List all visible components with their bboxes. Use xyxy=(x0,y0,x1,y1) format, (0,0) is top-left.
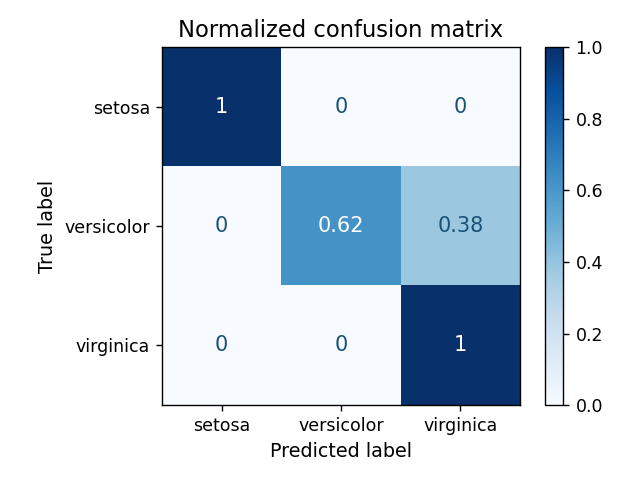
Text: 0: 0 xyxy=(215,216,228,236)
Text: 0: 0 xyxy=(335,336,348,356)
Text: 1: 1 xyxy=(454,336,467,356)
Y-axis label: True label: True label xyxy=(38,180,58,273)
Text: 0: 0 xyxy=(215,336,228,356)
X-axis label: Predicted label: Predicted label xyxy=(270,442,412,461)
Text: 0.62: 0.62 xyxy=(318,216,364,236)
Text: 0: 0 xyxy=(454,97,467,117)
Title: Normalized confusion matrix: Normalized confusion matrix xyxy=(179,19,504,42)
Text: 0.38: 0.38 xyxy=(437,216,483,236)
Text: 0: 0 xyxy=(335,97,348,117)
Text: 1: 1 xyxy=(215,97,228,117)
